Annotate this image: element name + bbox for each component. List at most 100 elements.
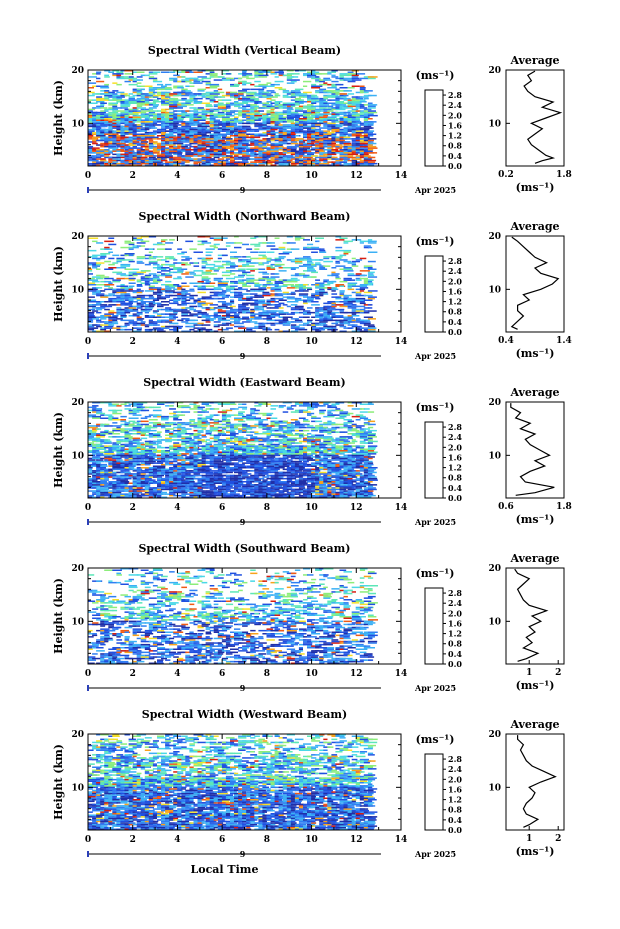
heatmap-cell [201,118,208,120]
heatmap-cell [104,260,111,263]
heatmap-cell [238,494,246,497]
heatmap-cell [270,324,276,326]
heatmap-cell [274,113,280,115]
colorbar-tick-label: 0.8 [448,307,462,317]
heatmap-cell [112,118,119,120]
heatmap-cell [282,136,290,139]
heatmap-cell [88,159,97,162]
heatmap-cell [161,125,169,128]
heatmap-cell [124,304,133,306]
heatmap-cell [165,118,170,120]
heatmap-cell [278,257,285,260]
heatmap-cell [185,315,194,317]
heatmap-cell [278,152,286,154]
heatmap-cell [278,159,283,162]
heatmap-cell [136,239,144,241]
heatmap-cell [136,288,141,291]
heatmap-cell [319,155,325,157]
heatmap-cell [92,491,100,494]
heatmap-cell [120,316,127,318]
heatmap-cell [157,308,162,311]
heatmap-cell [238,280,245,283]
heatmap-cell [96,119,101,121]
heatmap-cell [104,152,109,154]
heatmap-cell [230,321,236,323]
heatmap-cell [294,488,301,491]
heatmap-cell [351,141,357,143]
heatmap-cell [270,91,276,94]
heatmap-cell [339,93,347,95]
heatmap-cell [177,287,183,289]
heatmap-cell [165,242,174,244]
heatmap-cell [104,322,112,325]
heatmap-cell [92,139,100,142]
heatmap-cell [343,142,352,145]
heatmap-cell [165,294,173,297]
heatmap-cell [181,121,187,123]
heatmap-cell [307,136,313,139]
heatmap-cell [359,302,366,305]
heatmap-cell [225,484,234,486]
heatmap-cell [120,136,128,139]
heatmap-cell [242,484,247,486]
heatmap-cell [339,325,347,328]
heatmap-cell [327,102,335,104]
heatmap-cell [225,122,231,125]
heatmap-cell [286,108,294,111]
heatmap-cell [92,276,101,278]
heatmap-cell [351,102,362,104]
heatmap-cell [250,288,255,291]
heatmap-cell [197,150,203,152]
heatmap-cell [197,291,206,294]
heatmap-cell [108,237,115,239]
heatmap-cell [193,262,199,264]
heatmap-cell [266,319,276,322]
heatmap-cell [193,299,201,301]
heatmap-cell [286,127,292,129]
heatmap-cell [205,125,211,128]
heatmap-cell [335,114,340,117]
heatmap-cell [217,310,227,312]
heatmap-cell [270,301,275,303]
heatmap-cell [339,108,346,111]
heatmap-cell [132,110,138,112]
heatmap-cell [242,304,249,306]
heatmap-cell [266,82,272,84]
heatmap-cell [234,276,244,278]
heatmap-cell [144,254,152,257]
heatmap-cell [307,94,315,97]
heatmap-cell [315,315,323,317]
heatmap-cell [112,254,120,257]
heatmap-cells [88,402,378,498]
heatmap-cell [88,145,94,148]
heatmap-cell [238,490,244,492]
heatmap-cell [234,77,242,80]
heatmap-cell [140,104,149,106]
heatmap-cell [359,147,370,149]
heatmap-cell [307,488,313,491]
heatmap-cell [230,285,238,287]
heatmap-cell [169,315,176,317]
heatmap-cell [128,77,138,80]
heatmap-cell [359,99,366,101]
heatmap-cell [197,493,206,495]
heatmap-cell [116,142,122,145]
heatmap-cell [165,164,173,166]
heatmap-cell [92,330,97,332]
heatmap-cell [112,490,117,492]
heatmap-cell [185,307,192,309]
heatmap-cell [335,104,342,106]
heatmap-cell [169,71,176,73]
heatmap-cell [157,296,163,298]
heatmap-cell [209,237,215,239]
heatmap-cell [124,162,129,165]
heatmap-cell [209,147,218,149]
heatmap-cell [173,156,182,159]
heatmap-cell [148,136,159,139]
heatmap-cell [246,162,252,165]
heatmap-cell [230,299,235,301]
heatmap-cell [331,328,338,331]
heatmap-cell [266,85,275,87]
heatmap-cell [128,493,135,495]
heatmap-cell [189,107,197,109]
